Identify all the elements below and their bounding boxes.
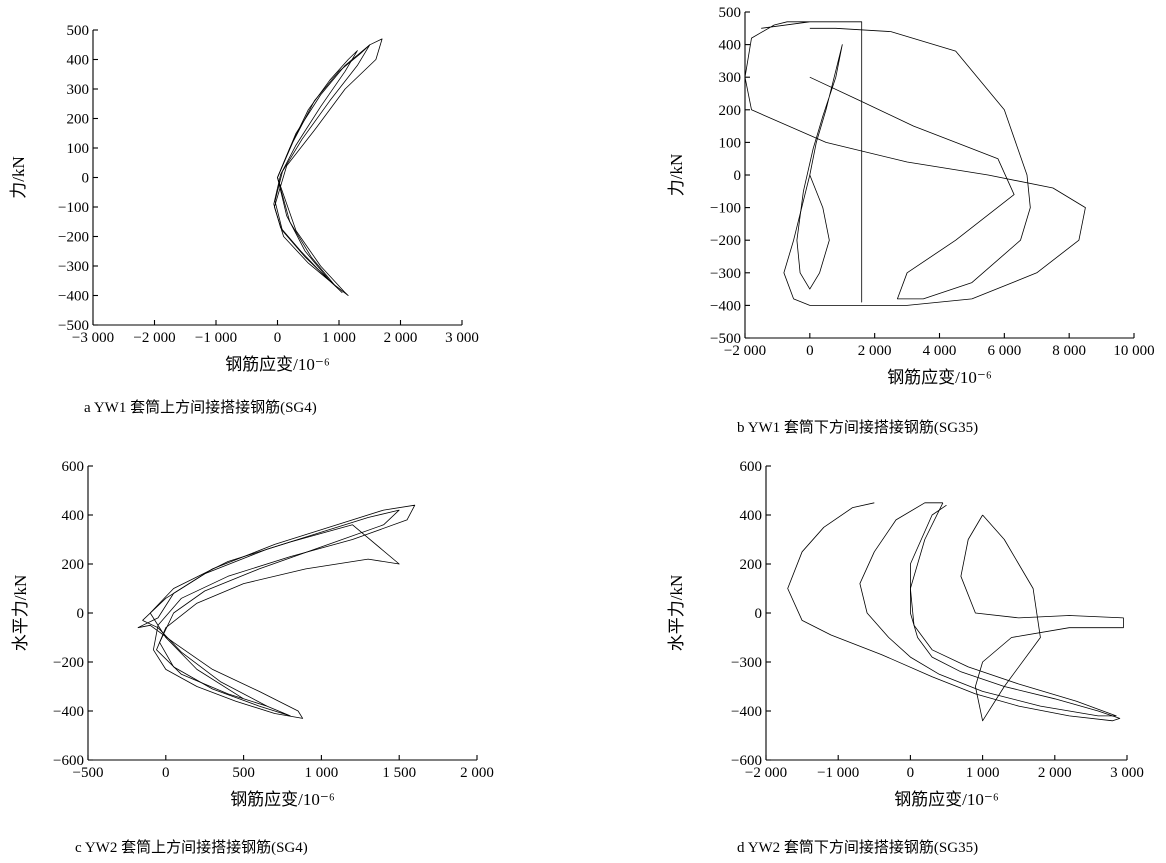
y-tick-label: −200 bbox=[58, 230, 89, 246]
x-axis-label: 钢筋应变/10⁻⁶ bbox=[230, 790, 335, 809]
y-tick-label: −500 bbox=[710, 331, 741, 347]
x-tick-label: 500 bbox=[232, 765, 255, 781]
x-axis-label: 钢筋应变/10⁻⁶ bbox=[225, 355, 330, 374]
y-tick-label: 0 bbox=[77, 606, 85, 622]
chart-panel-a: −3 000 −2 000 −1 000 0 1 000 2 000 3 000 −500 −4… bbox=[9, 23, 479, 416]
y-tick-label: 600 bbox=[62, 459, 85, 475]
panel-caption: c YW2 套筒上方间接搭接钢筋(SG4) bbox=[75, 839, 308, 856]
y-axis-label: 力/kN bbox=[667, 154, 686, 197]
y-tick-label: 400 bbox=[62, 508, 85, 524]
x-tick-label: 3 000 bbox=[1110, 765, 1144, 781]
y-tick-label: 100 bbox=[67, 141, 90, 157]
x-tick-label: 6 000 bbox=[987, 343, 1021, 359]
y-tick-label: −300 bbox=[731, 655, 762, 671]
y-tick-label: 200 bbox=[719, 103, 742, 119]
x-tick-label: 4 000 bbox=[923, 343, 957, 359]
y-tick-label: −200 bbox=[710, 233, 741, 249]
y-axis-label: 力/kN bbox=[9, 156, 28, 199]
y-tick-label: 600 bbox=[740, 459, 763, 475]
y-tick-label: 400 bbox=[67, 53, 90, 69]
y-tick-label: 100 bbox=[719, 135, 742, 151]
hysteresis-curve-2 bbox=[859, 502, 1117, 717]
hysteresis-curve-3 bbox=[960, 514, 1124, 722]
x-tick-label: 0 bbox=[274, 330, 282, 346]
y-tick-label: −400 bbox=[731, 704, 762, 720]
x-tick-label: 2 000 bbox=[384, 330, 418, 346]
panel-caption: d YW2 套筒下方间接搭接钢筋(SG35) bbox=[737, 839, 978, 856]
y-tick-label: −100 bbox=[710, 201, 741, 217]
hysteresis-curve-3 bbox=[273, 50, 358, 288]
y-tick-label: −600 bbox=[53, 753, 84, 769]
hysteresis-curve-3 bbox=[809, 27, 1031, 300]
chart-panel-b: −2 000 0 2 000 4 000 6 000 8 000 10 000 −500 −40… bbox=[667, 5, 1155, 436]
x-tick-label: 1 000 bbox=[305, 765, 339, 781]
hysteresis-curve-1 bbox=[787, 502, 1121, 722]
x-axis-label: 钢筋应变/10⁻⁶ bbox=[887, 368, 992, 387]
x-tick-label: 1 500 bbox=[382, 765, 416, 781]
hysteresis-curve-2 bbox=[142, 509, 400, 717]
y-tick-label: 300 bbox=[67, 82, 90, 98]
x-tick-label: −500 bbox=[73, 765, 104, 781]
y-tick-label: 200 bbox=[67, 112, 90, 128]
x-tick-label: 2 000 bbox=[460, 765, 494, 781]
x-tick-label: 0 bbox=[162, 765, 170, 781]
x-tick-label: 1 000 bbox=[322, 330, 356, 346]
y-axis-label: 水平力/kN bbox=[11, 575, 30, 652]
y-tick-label: −200 bbox=[53, 655, 84, 671]
x-tick-label: −1 000 bbox=[817, 765, 859, 781]
hysteresis-curve-1 bbox=[744, 21, 1086, 306]
y-tick-label: 200 bbox=[62, 557, 85, 573]
y-tick-label: −400 bbox=[53, 704, 84, 720]
hysteresis-curve-3 bbox=[149, 524, 400, 707]
y-tick-label: −500 bbox=[58, 318, 89, 334]
y-tick-label: 400 bbox=[719, 38, 742, 54]
x-tick-label: 2 000 bbox=[1038, 765, 1072, 781]
x-tick-label: 0 bbox=[806, 343, 814, 359]
x-tick-label: −2 000 bbox=[133, 330, 175, 346]
y-tick-label: −400 bbox=[58, 289, 89, 305]
x-tick-label: 2 000 bbox=[858, 343, 892, 359]
y-tick-label: 0 bbox=[734, 168, 742, 184]
x-tick-label: 1 000 bbox=[966, 765, 1000, 781]
x-tick-label: 3 000 bbox=[445, 330, 479, 346]
x-tick-label: −2 000 bbox=[724, 343, 766, 359]
y-tick-label: 400 bbox=[740, 508, 763, 524]
y-tick-label: 300 bbox=[719, 70, 742, 86]
y-tick-label: −100 bbox=[58, 200, 89, 216]
y-tick-label: 0 bbox=[82, 171, 90, 187]
panel-caption: b YW1 套筒下方间接搭接钢筋(SG35) bbox=[737, 419, 978, 436]
panel-caption: a YW1 套筒上方间接搭接钢筋(SG4) bbox=[84, 399, 317, 416]
x-tick-label: 0 bbox=[907, 765, 915, 781]
hysteresis-curve-1 bbox=[273, 38, 383, 296]
hysteresis-curve-2 bbox=[796, 44, 843, 290]
x-tick-label: −1 000 bbox=[195, 330, 237, 346]
hysteresis-curve-2 bbox=[274, 44, 371, 294]
x-tick-label: 8 000 bbox=[1052, 343, 1086, 359]
y-tick-label: 500 bbox=[67, 23, 90, 39]
y-tick-label: −300 bbox=[58, 259, 89, 275]
hysteresis-curve-1 bbox=[137, 504, 416, 719]
y-tick-label: 0 bbox=[755, 606, 763, 622]
x-tick-label: −3 000 bbox=[72, 330, 114, 346]
y-tick-label: 500 bbox=[719, 5, 742, 21]
chart-panel-c: −500 0 500 1 000 1 500 2 000 −600 −400 −200 0 200 4… bbox=[11, 459, 494, 856]
y-tick-label: −600 bbox=[731, 753, 762, 769]
y-axis-label: 水平力/kN bbox=[667, 575, 686, 652]
x-axis-label: 钢筋应变/10⁻⁶ bbox=[894, 790, 999, 809]
x-tick-label: 10 000 bbox=[1113, 343, 1154, 359]
chart-panel-d: −2 000 −1 000 0 1 000 2 000 3 000 −600 −400 −300… bbox=[667, 459, 1144, 856]
y-tick-label: −300 bbox=[710, 266, 741, 282]
y-tick-label: −400 bbox=[710, 298, 741, 314]
x-tick-label: −2 000 bbox=[745, 765, 787, 781]
y-tick-label: 200 bbox=[740, 557, 763, 573]
